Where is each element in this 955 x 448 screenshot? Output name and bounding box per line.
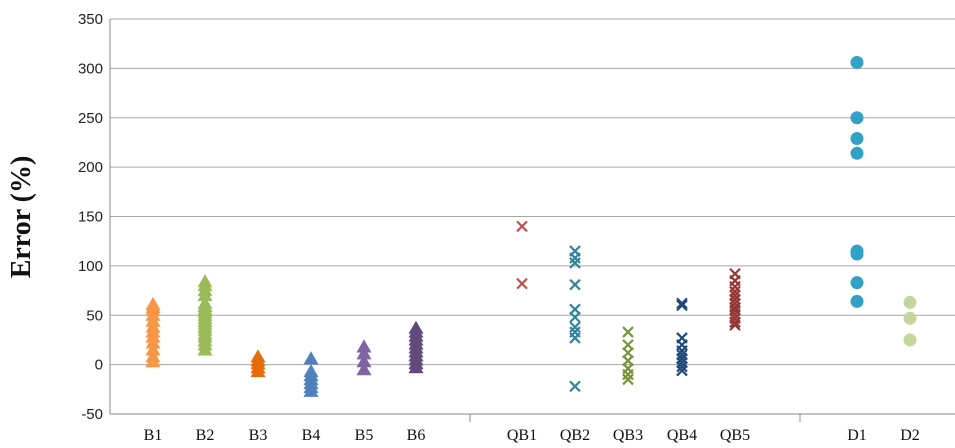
x-marker: [622, 373, 634, 386]
x-marker: [676, 360, 688, 373]
circle-marker: [903, 295, 917, 309]
circle-marker: [850, 146, 864, 160]
x-category-label: B6: [407, 427, 426, 444]
series-qb1: [516, 220, 528, 290]
circle-marker: [850, 111, 864, 125]
x-marker: [569, 380, 581, 393]
series-qb2: [569, 245, 581, 393]
y-tick-label: 350: [78, 11, 103, 28]
x-category-label: QB4: [667, 427, 697, 444]
x-marker: [729, 319, 741, 331]
triangle-marker: [197, 295, 213, 310]
circle-marker: [850, 247, 864, 261]
x-marker: [516, 277, 528, 290]
y-tick-label: 250: [78, 110, 103, 127]
data-points: [145, 55, 917, 397]
series-b1: [145, 296, 161, 368]
x-category-label: QB1: [507, 427, 537, 444]
axes: [109, 19, 801, 422]
triangle-marker: [356, 346, 372, 360]
triangle-marker: [356, 362, 372, 376]
circle-marker: [850, 294, 864, 308]
triangle-marker: [408, 320, 424, 334]
series-b5: [356, 339, 372, 376]
triangle-marker: [356, 339, 372, 353]
triangle-marker: [197, 274, 213, 288]
y-tick-labels: -50 0 50 100 150 200 250 300 350: [78, 11, 103, 423]
triangle-marker: [250, 349, 266, 363]
x-marker: [729, 280, 741, 293]
triangle-marker: [145, 296, 161, 311]
triangle-marker: [145, 349, 161, 363]
series-d1: [850, 55, 864, 308]
triangle-marker: [303, 351, 319, 365]
y-tick-label: 100: [78, 258, 103, 275]
x-category-label: QB3: [613, 427, 643, 444]
x-marker: [676, 364, 688, 377]
x-marker: [729, 316, 741, 328]
x-marker: [569, 257, 581, 269]
grid-lines: [110, 18, 955, 415]
triangle-marker: [303, 364, 319, 378]
x-marker: [569, 332, 581, 344]
series-b2: [197, 274, 213, 356]
series-qb3: [622, 326, 634, 386]
x-marker: [622, 326, 634, 338]
x-category-label: D1: [847, 427, 867, 444]
x-category-label: D2: [900, 427, 920, 444]
series-qb5: [729, 267, 741, 331]
x-category-label: B4: [302, 427, 321, 444]
circle-marker: [850, 276, 864, 290]
x-category-label: B2: [196, 427, 215, 444]
x-marker: [676, 297, 688, 310]
x-category-label: QB5: [720, 427, 750, 444]
circle-marker: [903, 333, 917, 347]
x-marker: [676, 299, 688, 312]
series-qb4: [676, 297, 688, 377]
x-marker: [569, 321, 581, 333]
x-category-label: QB2: [560, 427, 590, 444]
x-category-label: B1: [144, 427, 163, 444]
y-tick-label: 200: [78, 159, 103, 176]
circle-marker: [903, 311, 917, 325]
series-d2: [903, 295, 917, 347]
x-marker: [569, 311, 581, 324]
series-b3: [250, 349, 266, 378]
x-marker: [569, 278, 581, 291]
y-tick-label: 150: [78, 209, 103, 226]
y-tick-label: 0: [95, 357, 103, 374]
y-tick-label: 300: [78, 60, 103, 77]
circle-marker: [850, 131, 864, 145]
y-tick-label: 50: [86, 307, 103, 324]
series-b6: [408, 320, 424, 374]
y-axis-title: Error (%): [6, 156, 37, 279]
triangle-marker: [356, 354, 372, 368]
x-category-label: B5: [355, 427, 374, 444]
x-marker: [622, 368, 634, 381]
x-category-labels: B1 B2 B3 B4 B5 B6 QB1 QB2 QB3 QB4 QB5 D1 D2: [144, 427, 920, 444]
series-b4: [303, 351, 319, 397]
circle-marker: [850, 55, 864, 69]
x-category-label: B3: [249, 427, 268, 444]
x-marker: [569, 252, 581, 264]
triangle-marker: [145, 342, 161, 356]
x-marker: [516, 220, 528, 233]
y-tick-label: -50: [81, 406, 103, 423]
